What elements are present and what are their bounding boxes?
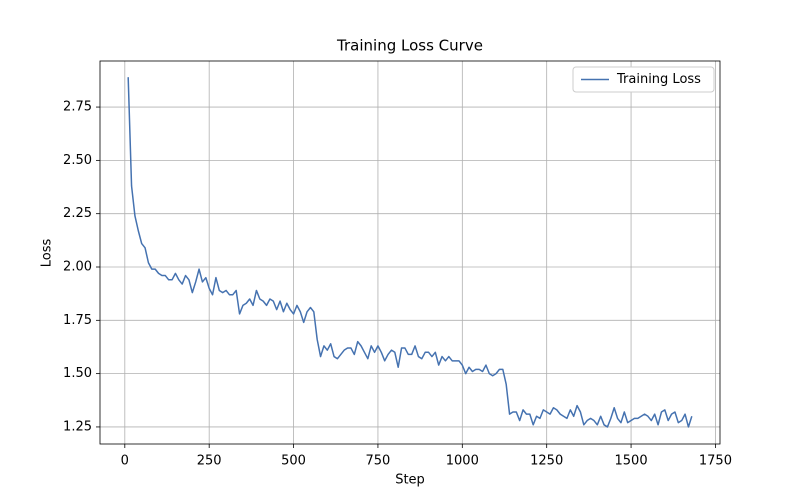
x-tick-label: 1000 [446, 454, 479, 469]
legend-label: Training Loss [616, 72, 701, 87]
x-tick-label: 1750 [699, 454, 732, 469]
x-tick-label: 1500 [615, 454, 648, 469]
x-tick-label: 1250 [530, 454, 563, 469]
y-tick-label: 2.50 [63, 153, 92, 168]
y-axis-label: Loss [40, 239, 55, 268]
y-tick-label: 1.75 [63, 313, 92, 328]
plot-frame [99, 60, 721, 445]
y-tick-label: 2.25 [63, 206, 92, 221]
y-tick-label: 1.50 [63, 366, 92, 381]
x-tick-label: 250 [197, 454, 222, 469]
x-tick-label: 500 [281, 454, 306, 469]
y-tick-label: 2.75 [63, 100, 92, 115]
x-axis-label: Step [395, 473, 425, 488]
legend-box [572, 66, 715, 93]
x-tick-label: 0 [121, 454, 129, 469]
chart-title: Training Loss Curve [336, 37, 483, 55]
x-tick-label: 750 [366, 454, 391, 469]
line-series [127, 77, 693, 428]
y-tick-label: 1.25 [63, 419, 92, 434]
y-tick-label: 2.00 [63, 260, 92, 275]
